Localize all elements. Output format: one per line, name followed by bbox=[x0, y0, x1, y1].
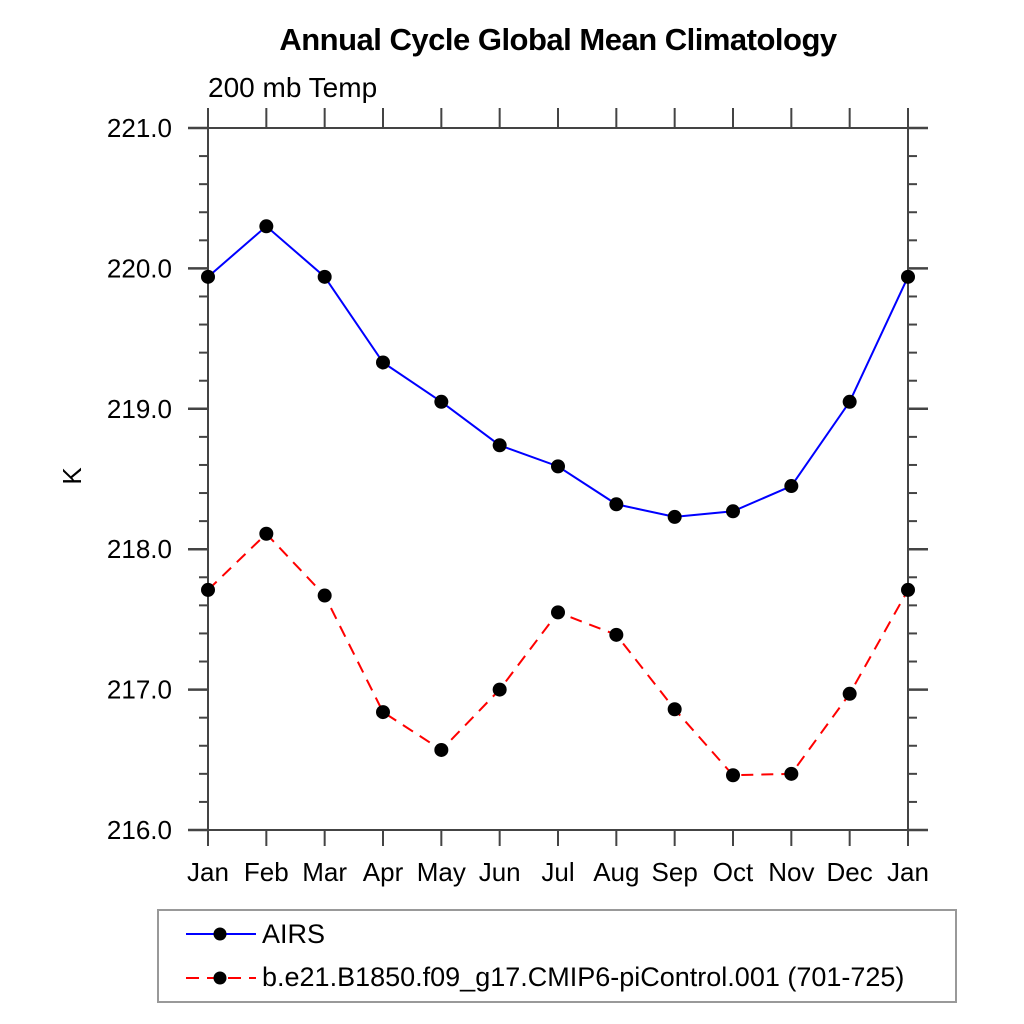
data-point-0-Nov bbox=[784, 479, 799, 494]
data-point-1-Feb bbox=[259, 526, 274, 541]
series-line-1 bbox=[207, 532, 909, 777]
x-tick-label: Jul bbox=[541, 857, 574, 887]
x-tick-label: Dec bbox=[827, 857, 873, 887]
data-point-1-Jan bbox=[201, 582, 215, 597]
data-point-0-Oct bbox=[726, 504, 740, 519]
y-tick-label: 217.0 bbox=[107, 675, 172, 705]
x-tick-label: Apr bbox=[363, 857, 404, 887]
y-tick-label: 221.0 bbox=[107, 113, 172, 143]
x-tick-label: Jan bbox=[887, 857, 929, 887]
data-point-1-Sep bbox=[667, 702, 682, 717]
legend-item-model: b.e21.B1850.f09_g17.CMIP6-piControl.001 … bbox=[185, 958, 955, 998]
x-tick-label: Mar bbox=[302, 857, 347, 887]
legend-marker-dot bbox=[213, 927, 227, 941]
legend-line-sample-dashed bbox=[186, 971, 256, 985]
data-point-0-Jan bbox=[901, 269, 915, 284]
x-tick-label: Jan bbox=[187, 857, 229, 887]
data-point-1-Oct bbox=[726, 768, 740, 783]
x-tick-label: Sep bbox=[652, 857, 698, 887]
data-point-1-Mar bbox=[317, 588, 332, 603]
x-tick-label: May bbox=[417, 857, 466, 887]
legend-line-sample-solid bbox=[186, 927, 256, 941]
x-tick-label: Feb bbox=[244, 857, 289, 887]
chart-subtitle: 200 mb Temp bbox=[208, 72, 378, 103]
data-point-0-Jun bbox=[492, 438, 507, 453]
data-point-1-Dec bbox=[842, 686, 857, 701]
legend-label-obs: AIRS bbox=[262, 918, 326, 949]
data-point-0-Jan bbox=[201, 269, 215, 284]
data-point-0-Sep bbox=[667, 509, 682, 524]
data-point-0-Aug bbox=[609, 497, 624, 512]
chart-title: Annual Cycle Global Mean Climatology bbox=[279, 22, 837, 57]
y-tick-label: 220.0 bbox=[107, 253, 172, 283]
legend-marker-dot bbox=[213, 971, 227, 985]
legend-label-model: b.e21.B1850.f09_g17.CMIP6-piControl.001 … bbox=[262, 962, 905, 993]
x-tick-label: Nov bbox=[768, 857, 814, 887]
data-point-0-Apr bbox=[376, 355, 390, 370]
y-tick-label: 218.0 bbox=[107, 534, 172, 564]
data-point-0-May bbox=[434, 394, 449, 409]
data-point-0-Mar bbox=[317, 269, 332, 284]
data-point-1-Jun bbox=[492, 682, 507, 697]
data-point-1-Jul bbox=[551, 605, 565, 620]
legend-item-obs: AIRS bbox=[185, 914, 955, 954]
y-tick-label: 216.0 bbox=[107, 815, 172, 845]
legend-box: AIRS b.e21.B1850.f09_g17.CMIP6-piControl… bbox=[157, 909, 957, 1003]
data-point-1-May bbox=[434, 742, 449, 757]
plot-frame bbox=[207, 127, 909, 831]
data-point-0-Jul bbox=[551, 459, 565, 474]
data-point-1-Nov bbox=[784, 766, 799, 781]
x-tick-label: Aug bbox=[593, 857, 639, 887]
y-tick-label: 219.0 bbox=[107, 394, 172, 424]
data-point-0-Dec bbox=[842, 394, 857, 409]
data-point-1-Apr bbox=[376, 705, 390, 720]
data-point-0-Feb bbox=[259, 219, 274, 234]
data-point-1-Jan bbox=[901, 582, 915, 597]
data-point-1-Aug bbox=[609, 627, 624, 642]
x-tick-label: Oct bbox=[713, 857, 754, 887]
x-tick-label: Jun bbox=[479, 857, 521, 887]
